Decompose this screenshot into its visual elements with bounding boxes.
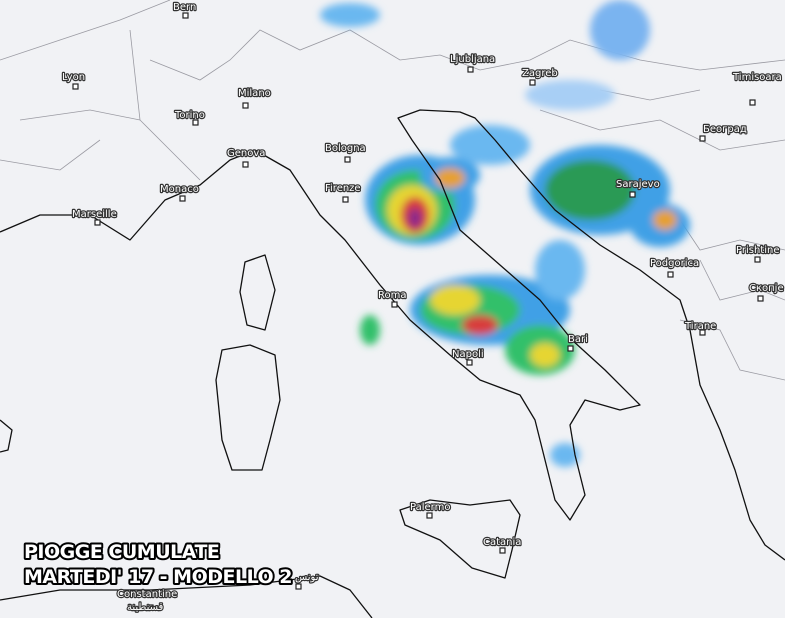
city-marker — [344, 156, 351, 163]
caption-line-1: PIOGGE CUMULATE — [24, 541, 219, 563]
city-label: Bern — [173, 2, 196, 13]
city-label: قسنطينة — [127, 602, 164, 613]
city-marker — [757, 295, 764, 302]
city-label: Palermo — [410, 502, 450, 513]
city-label: Firenze — [325, 183, 361, 194]
city-marker — [699, 329, 706, 336]
city-marker — [499, 547, 506, 554]
borders — [0, 0, 785, 381]
city-label: Torino — [174, 110, 205, 121]
city-label: Milano — [238, 88, 271, 99]
city-marker — [182, 12, 189, 19]
city-marker — [629, 191, 636, 198]
city-marker — [242, 161, 249, 168]
city-label: Catania — [483, 537, 521, 548]
city-label: Timisoara — [732, 72, 782, 83]
city-marker — [667, 271, 674, 278]
city-label: Napoli — [452, 349, 484, 360]
city-label: Genova — [227, 148, 265, 159]
city-label: Београд — [703, 124, 747, 135]
city-label: Lyon — [62, 72, 85, 83]
city-marker — [391, 301, 398, 308]
city-label: Bologna — [325, 143, 366, 154]
city-marker — [567, 345, 574, 352]
city-marker — [466, 359, 473, 366]
city-label: Zagreb — [522, 68, 558, 79]
city-label: Roma — [378, 290, 407, 301]
city-marker — [295, 583, 302, 590]
city-label: Скопје — [749, 282, 784, 294]
city-label: Marseille — [72, 209, 117, 220]
city-marker — [754, 256, 761, 263]
city-label: Constantine — [117, 589, 177, 600]
city-label: Prishtine — [736, 245, 779, 256]
city-marker — [342, 196, 349, 203]
city-marker — [179, 195, 186, 202]
city-marker — [467, 66, 474, 73]
city-marker — [94, 219, 101, 226]
city-marker — [72, 83, 79, 90]
city-label: Sarajevo — [616, 179, 660, 190]
city-marker — [426, 512, 433, 519]
city-label: Ljubljana — [450, 54, 495, 65]
city-marker — [242, 102, 249, 109]
city-marker — [529, 79, 536, 86]
coastlines — [0, 109, 785, 618]
city-label: Tirane — [684, 321, 716, 332]
rain-field — [320, 0, 690, 467]
city-labels: Bern Lyon Milano Torino Genova Monaco Ma… — [61, 1, 785, 614]
city-label: Bari — [568, 334, 588, 345]
city-label: Podgorica — [650, 258, 699, 269]
city-label: Monaco — [160, 184, 199, 195]
caption-line-2: MARTEDI' 17 - MODELLO 2 — [24, 566, 292, 588]
city-marker — [192, 119, 199, 126]
city-marker — [749, 99, 756, 106]
city-label: تونس — [295, 572, 319, 583]
city-marker — [699, 135, 706, 142]
city-marker — [147, 604, 154, 611]
